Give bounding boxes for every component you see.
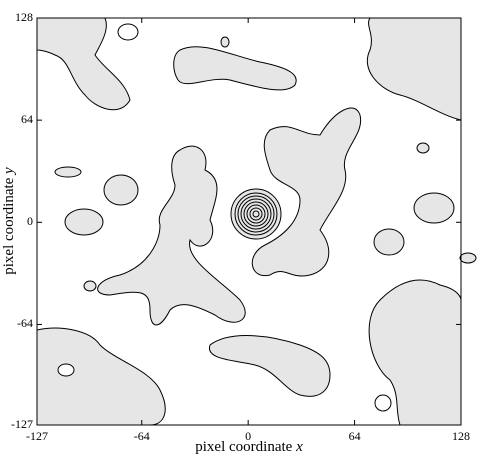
- region: [251, 107, 362, 277]
- y-axis-label: pixel coordinate y: [1, 167, 17, 275]
- region: [373, 228, 405, 256]
- y-axis-label-var: y: [1, 167, 17, 176]
- region: [209, 335, 331, 397]
- region: [413, 192, 455, 224]
- x-tick-label: 0: [245, 429, 251, 443]
- plot-frame: [36, 17, 462, 426]
- peak-ring: [243, 201, 269, 227]
- region: [36, 327, 166, 426]
- region-hole: [374, 394, 392, 412]
- y-tick-label: 128: [15, 10, 33, 24]
- peak-ring: [234, 192, 278, 236]
- peak-ring: [246, 204, 266, 224]
- region: [459, 252, 477, 264]
- x-axis-label-var: x: [295, 439, 303, 455]
- region-hole: [117, 23, 139, 41]
- x-tick-label: -64: [134, 429, 150, 443]
- region: [220, 36, 230, 48]
- region: [173, 46, 297, 91]
- y-tick-label: 0: [27, 214, 33, 228]
- peak-ring: [252, 210, 260, 218]
- x-tick-label: 64: [349, 429, 361, 443]
- region: [36, 17, 131, 111]
- x-tick-label: -127: [26, 429, 48, 443]
- y-tick-label: -64: [17, 316, 33, 330]
- peak-ring: [237, 195, 275, 233]
- region: [103, 174, 139, 206]
- region: [366, 17, 462, 121]
- contour-regions: [36, 17, 477, 426]
- x-tick-label: 128: [452, 429, 470, 443]
- region-hole: [57, 363, 75, 377]
- x-axis-label: pixel coordinate x: [195, 439, 303, 455]
- region: [54, 166, 82, 178]
- region: [416, 142, 430, 154]
- region: [64, 208, 104, 236]
- region: [83, 280, 97, 292]
- y-tick-label: 64: [21, 112, 33, 126]
- peak-ring: [249, 207, 263, 221]
- y-tick-label: -127: [11, 417, 33, 431]
- x-axis-label-text: pixel coordinate: [195, 439, 296, 455]
- region: [97, 145, 246, 326]
- peak-ring: [240, 198, 272, 230]
- y-axis-label-text: pixel coordinate: [1, 174, 17, 275]
